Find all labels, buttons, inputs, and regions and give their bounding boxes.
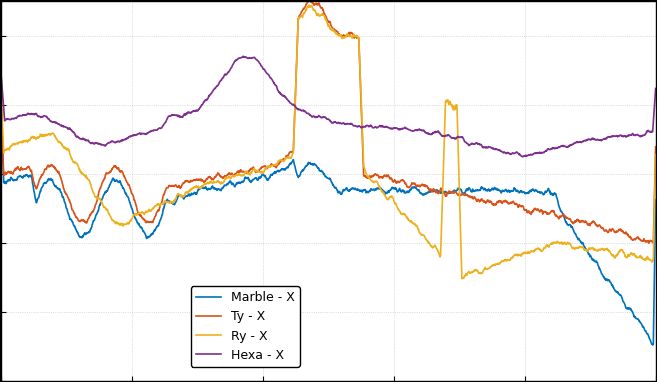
Marble - X — [652, 197, 657, 202]
Marble - X — [512, 188, 520, 193]
Hexa - X — [31, 112, 39, 116]
Ry - X — [633, 255, 641, 260]
Hexa - X — [652, 86, 657, 91]
Hexa - X — [633, 133, 641, 137]
Ty - X — [633, 235, 641, 240]
Ry - X — [459, 276, 466, 281]
Marble - X — [0, 112, 5, 117]
Hexa - X — [519, 154, 527, 159]
Marble - X — [648, 343, 656, 347]
Ty - X — [652, 144, 657, 149]
Ry - X — [316, 14, 324, 18]
Line: Hexa - X: Hexa - X — [1, 57, 656, 157]
Legend: Marble - X, Ty - X, Ry - X, Hexa - X: Marble - X, Ty - X, Ry - X, Hexa - X — [191, 286, 300, 367]
Ty - X — [316, 3, 324, 8]
Hexa - X — [633, 132, 641, 137]
Hexa - X — [298, 108, 306, 113]
Line: Marble - X: Marble - X — [1, 114, 656, 345]
Ty - X — [0, 108, 5, 112]
Ty - X — [513, 202, 521, 206]
Ty - X — [633, 236, 641, 241]
Ty - X — [645, 241, 652, 246]
Ty - X — [298, 9, 306, 13]
Hexa - X — [316, 114, 324, 119]
Line: Ty - X: Ty - X — [1, 0, 656, 243]
Marble - X — [633, 316, 641, 321]
Ty - X — [306, 0, 313, 2]
Ry - X — [31, 135, 39, 139]
Ry - X — [305, 3, 313, 8]
Marble - X — [298, 168, 306, 173]
Marble - X — [31, 193, 39, 198]
Ty - X — [31, 183, 39, 188]
Ry - X — [513, 253, 521, 258]
Ry - X — [0, 97, 5, 102]
Ry - X — [298, 15, 306, 19]
Line: Ry - X: Ry - X — [1, 5, 656, 278]
Marble - X — [632, 316, 640, 320]
Hexa - X — [513, 150, 521, 154]
Ry - X — [652, 152, 657, 157]
Ry - X — [633, 255, 641, 260]
Hexa - X — [0, 76, 5, 81]
Marble - X — [315, 168, 323, 173]
Hexa - X — [239, 54, 247, 59]
